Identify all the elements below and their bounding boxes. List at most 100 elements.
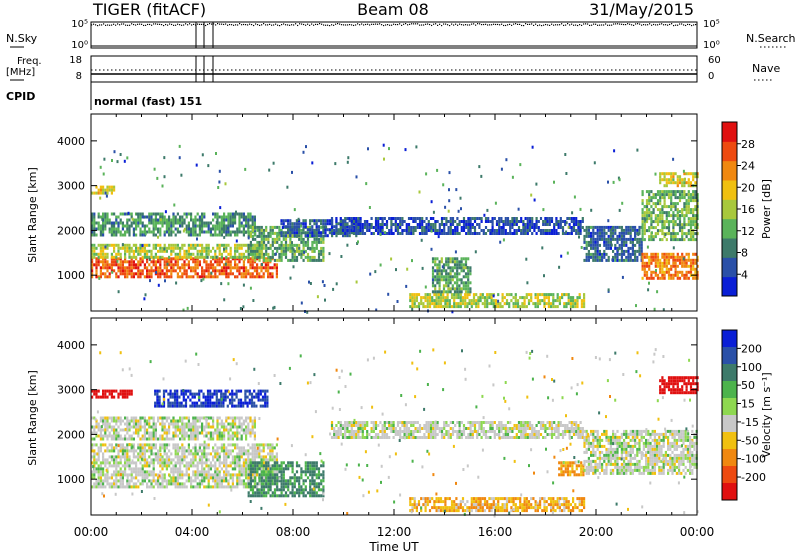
echo-cell bbox=[190, 476, 193, 480]
nsky-trace-dot bbox=[409, 23, 411, 25]
echo-cell bbox=[218, 464, 221, 468]
echo-cell bbox=[672, 202, 675, 206]
echo-cell bbox=[271, 470, 274, 474]
echo-cell bbox=[493, 229, 496, 232]
echo-cell bbox=[648, 238, 651, 242]
echo-cell bbox=[141, 255, 144, 259]
nsky-trace-dot bbox=[449, 24, 451, 27]
echo-cell bbox=[91, 224, 94, 228]
echo-cell bbox=[273, 240, 277, 244]
echo-cell bbox=[130, 269, 133, 273]
echo-cell bbox=[311, 234, 314, 238]
echo-cell bbox=[581, 217, 584, 220]
echo-cell bbox=[126, 212, 129, 216]
echo-cell bbox=[148, 470, 151, 474]
echo-cell bbox=[146, 464, 149, 468]
echo-cell bbox=[168, 461, 171, 465]
echo-cell bbox=[643, 255, 646, 259]
nsky-trace-dot bbox=[445, 23, 447, 25]
nsky-trace-dot bbox=[567, 23, 569, 25]
echo-cell bbox=[500, 167, 503, 171]
echo-cell bbox=[265, 234, 268, 238]
echo-cell bbox=[146, 482, 149, 486]
echo-cell bbox=[128, 233, 131, 237]
echo-cell bbox=[185, 215, 188, 219]
echo-cell bbox=[242, 252, 245, 256]
echo-cell bbox=[590, 240, 593, 244]
echo-cell bbox=[119, 218, 122, 222]
echo-cell bbox=[254, 255, 257, 259]
echo-cell bbox=[681, 196, 684, 200]
echo-cell bbox=[91, 476, 94, 480]
echo-cell bbox=[453, 302, 456, 306]
echo-cell bbox=[214, 473, 217, 477]
echo-cell bbox=[130, 215, 133, 219]
nsky-trace-dot bbox=[127, 24, 129, 26]
echo-cell bbox=[95, 257, 98, 261]
nsky-trace-dot bbox=[539, 24, 541, 26]
echo-cell bbox=[174, 476, 177, 480]
echo-cell bbox=[450, 296, 454, 300]
echo-cell bbox=[543, 274, 545, 278]
echo-cell bbox=[292, 265, 295, 269]
echo-cell bbox=[556, 293, 559, 297]
echo-cell bbox=[205, 230, 208, 234]
echo-cell bbox=[451, 229, 455, 232]
echo-cell bbox=[223, 473, 226, 477]
echo-cell bbox=[247, 455, 250, 459]
echo-cell bbox=[646, 245, 649, 249]
echo-cell bbox=[609, 246, 612, 250]
echo-cell bbox=[93, 215, 96, 219]
echo-cell bbox=[298, 225, 301, 229]
echo-cell bbox=[174, 260, 177, 264]
echo-cell bbox=[519, 296, 522, 300]
echo-cell bbox=[137, 212, 140, 216]
echo-cell bbox=[623, 252, 626, 256]
echo-cell bbox=[289, 234, 292, 238]
echo-cell bbox=[685, 258, 688, 262]
colorbar-tick-label: 28 bbox=[741, 138, 755, 151]
echo-cell bbox=[511, 175, 514, 179]
echo-cell bbox=[641, 211, 644, 215]
echo-cell bbox=[214, 461, 217, 465]
echo-cell bbox=[136, 212, 139, 216]
echo-cell bbox=[392, 223, 395, 226]
echo-cell bbox=[251, 458, 254, 462]
echo-cell bbox=[278, 243, 281, 247]
echo-cell bbox=[665, 211, 668, 215]
echo-cell bbox=[514, 305, 517, 309]
echo-cell bbox=[681, 223, 684, 227]
echo-cell bbox=[462, 257, 465, 261]
echo-cell bbox=[590, 208, 593, 212]
echo-cell bbox=[348, 219, 351, 223]
echo-cell bbox=[253, 227, 256, 231]
echo-cell bbox=[558, 299, 561, 303]
echo-cell bbox=[648, 229, 651, 233]
echo-cell bbox=[264, 455, 267, 459]
echo-cell bbox=[692, 199, 695, 203]
echo-cell bbox=[475, 302, 478, 306]
echo-cell bbox=[550, 220, 554, 223]
echo-cell bbox=[165, 257, 168, 261]
echo-cell bbox=[174, 243, 177, 247]
echo-cell bbox=[217, 186, 220, 189]
echo-cell bbox=[313, 219, 316, 223]
echo-cell bbox=[242, 305, 245, 309]
echo-cell bbox=[97, 221, 100, 225]
echo-cell bbox=[225, 218, 228, 222]
echo-cell bbox=[229, 212, 232, 216]
echo-cell bbox=[678, 175, 682, 179]
nsky-trace-dot bbox=[527, 23, 529, 26]
echo-cell bbox=[692, 264, 695, 268]
echo-cell bbox=[433, 299, 436, 303]
echo-cell bbox=[272, 161, 275, 165]
echo-cell bbox=[592, 243, 595, 247]
echo-cell bbox=[438, 223, 441, 226]
echo-cell bbox=[659, 178, 662, 182]
echo-cell bbox=[315, 243, 318, 247]
echo-cell bbox=[240, 470, 243, 474]
nsky-trace-dot bbox=[695, 23, 697, 26]
echo-cell bbox=[550, 232, 554, 235]
echo-cell bbox=[174, 443, 177, 447]
echo-cell bbox=[381, 223, 384, 226]
